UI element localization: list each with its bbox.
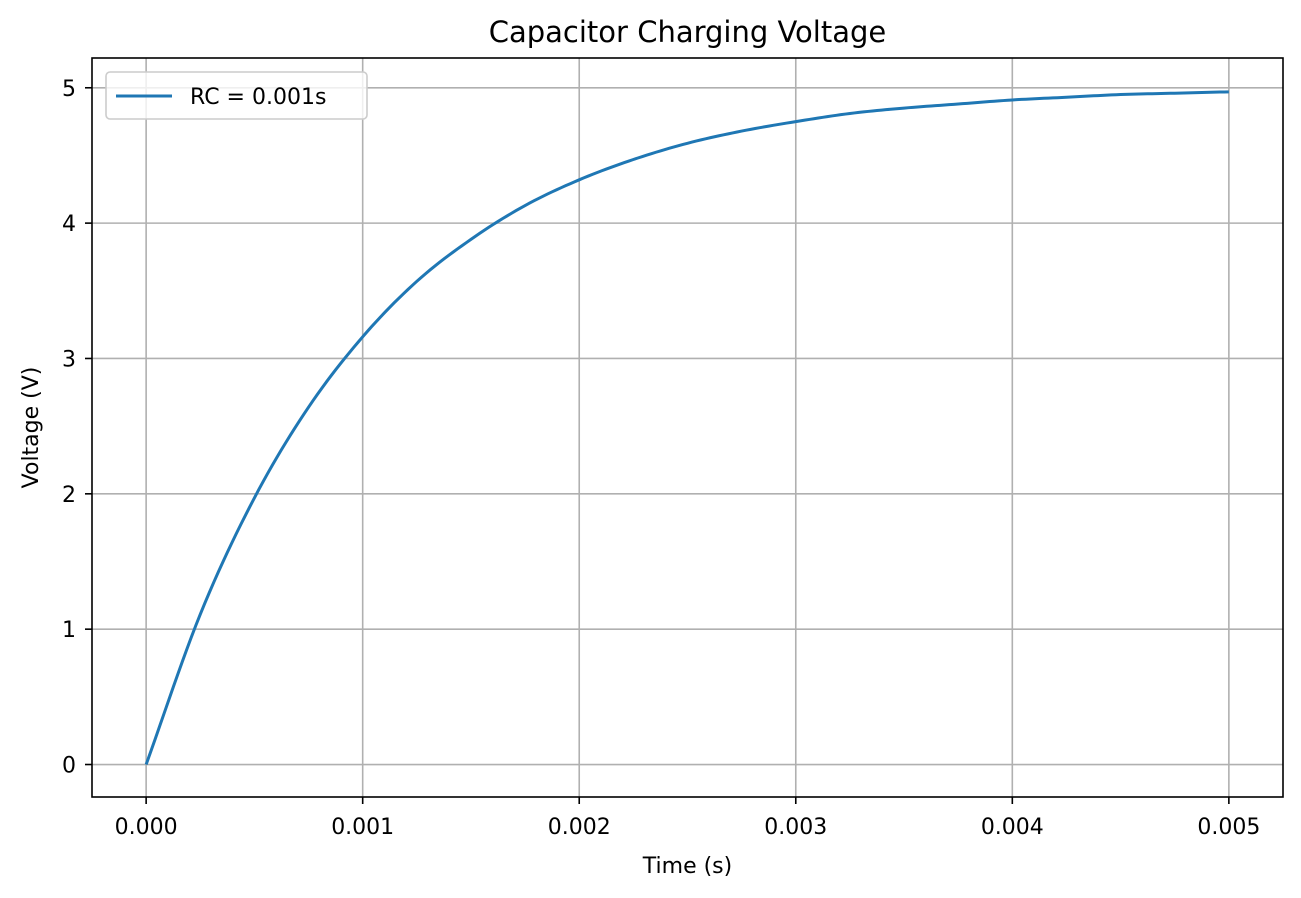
y-axis-label: Voltage (V) xyxy=(19,367,44,489)
y-tick-label: 5 xyxy=(62,77,76,102)
y-tick-label: 1 xyxy=(62,618,76,643)
x-tick-label: 0.000 xyxy=(115,815,178,840)
legend: RC = 0.001s xyxy=(105,71,368,120)
series-layer xyxy=(144,90,1229,766)
series-line xyxy=(144,90,1229,766)
x-tick-label: 0.004 xyxy=(981,815,1044,840)
x-tick-label: 0.003 xyxy=(764,815,827,840)
chart-title: Capacitor Charging Voltage xyxy=(489,15,887,49)
plot-frame xyxy=(91,57,1284,798)
legend-label: RC = 0.001s xyxy=(190,85,326,110)
x-tick-label: 0.002 xyxy=(548,815,611,840)
legend-box xyxy=(105,71,368,120)
y-tick-label: 3 xyxy=(62,347,76,372)
y-tick-label: 2 xyxy=(62,483,76,508)
x-axis-label: Time (s) xyxy=(642,854,732,879)
x-tick-label: 0.005 xyxy=(1197,815,1260,840)
x-tick-label: 0.001 xyxy=(331,815,394,840)
ticks: 0.000 0.001 0.002 0.003 0.004 0.005 0 1 2 3 4 5 xyxy=(62,77,1260,840)
y-tick-label: 0 xyxy=(62,754,76,779)
y-tick-label: 4 xyxy=(62,212,76,237)
